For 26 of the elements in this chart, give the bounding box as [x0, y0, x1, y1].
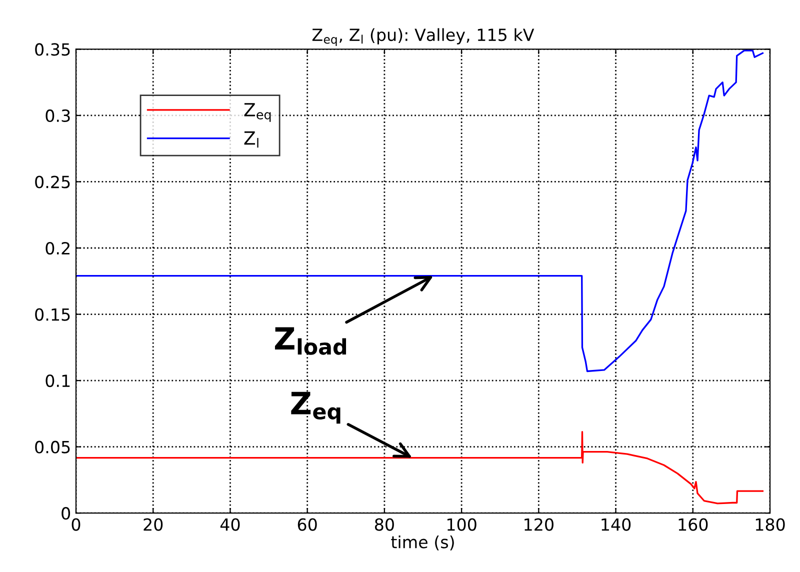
x-tick-label: 80 [374, 518, 394, 531]
line-series [76, 50, 764, 372]
x-tick-label: 120 [524, 518, 554, 531]
annotation: Z$_{load}$ [274, 327, 346, 355]
x-axis-title: time (s) [391, 535, 454, 550]
x-tick-label: 40 [220, 518, 240, 531]
y-tick-label: 0.15 [35, 308, 70, 321]
x-tick-label: 100 [447, 518, 476, 531]
y-tick-label: 0.35 [35, 43, 70, 56]
x-tick-label: 60 [298, 518, 317, 531]
x-tick-label: 0 [72, 518, 80, 531]
y-tick-label: 0.2 [46, 242, 70, 255]
line-series [76, 431, 764, 504]
legend-label: Z$_{eq}$ [244, 103, 271, 122]
annotation: Z$_{eq}$ [291, 392, 340, 424]
chart-title: Z$_{eq}$, Z$_{l}$ (pu): Valley, 115 kV [312, 28, 534, 46]
x-tick-label: 160 [678, 518, 708, 531]
x-tick-label: 180 [756, 518, 785, 531]
y-tick-label: 0.25 [35, 176, 70, 188]
y-tick-label: 0.05 [35, 440, 70, 454]
y-tick-label: 0.1 [46, 374, 70, 388]
x-tick-label: 140 [602, 518, 631, 531]
y-tick-label: 0 [62, 507, 70, 520]
legend-label: Z$_{l}$ [244, 131, 258, 148]
y-tick-label: 0.3 [46, 109, 70, 122]
x-tick-label: 20 [144, 518, 163, 531]
